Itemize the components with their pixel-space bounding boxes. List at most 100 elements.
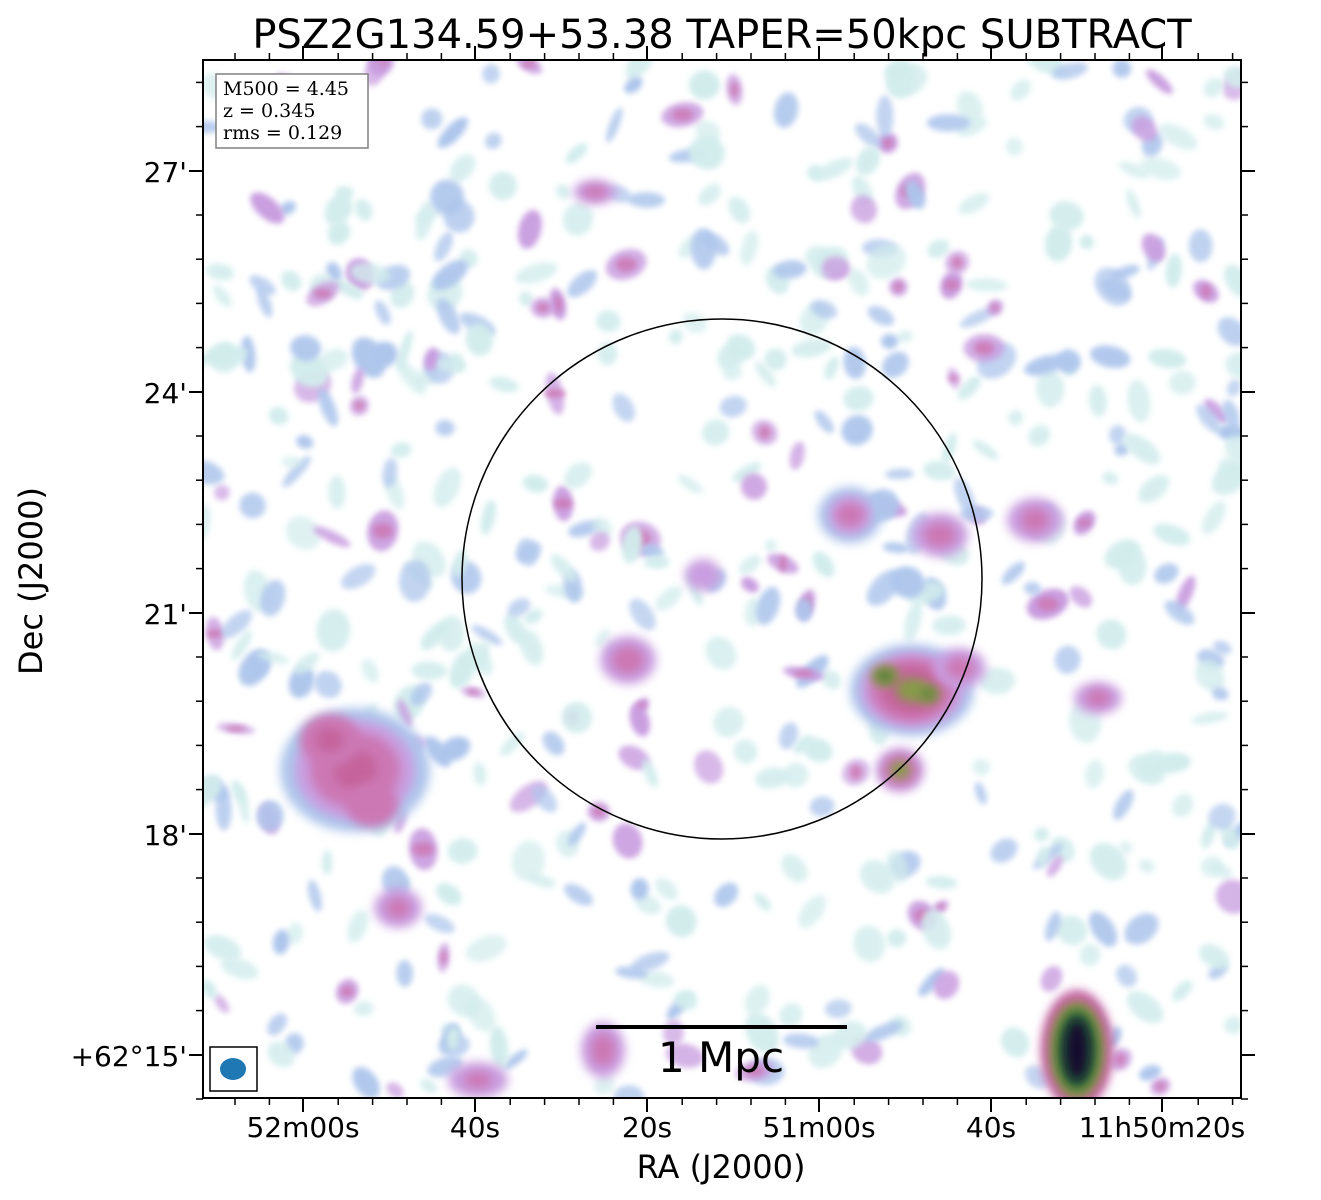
- noise-blob: [1165, 253, 1183, 288]
- noise-blob: [1028, 424, 1051, 447]
- noise-blob: [267, 1013, 287, 1036]
- noise-blob: [733, 739, 758, 764]
- chart-title: PSZ2G134.59+53.38 TAPER=50kpc SUBTRACT: [252, 12, 1192, 58]
- noise-blob: [843, 346, 866, 380]
- noise-blob: [203, 120, 222, 134]
- noise-blob-core: [372, 523, 394, 539]
- noise-blob-core: [849, 764, 863, 780]
- noise-blob: [1051, 62, 1088, 80]
- noise-blob: [789, 441, 805, 470]
- noise-blob: [1140, 157, 1181, 181]
- noise-blob: [208, 346, 248, 367]
- noise-blob: [798, 894, 827, 928]
- noise-blob: [754, 767, 790, 789]
- noise-blob: [642, 759, 659, 788]
- emission-field-right-2: [1074, 682, 1122, 714]
- emission-center-2-layer: [924, 523, 956, 547]
- noise-blob-core: [1077, 518, 1092, 528]
- noise-blob: [1223, 66, 1241, 88]
- noise-blob: [889, 566, 925, 599]
- noise-blob: [221, 610, 253, 639]
- noise-blob: [294, 652, 320, 675]
- noise-blob: [515, 541, 542, 563]
- noise-blob: [866, 243, 907, 280]
- source-emission-layer: [280, 180, 1122, 1098]
- noise-blob: [1125, 188, 1141, 219]
- noise-blob: [281, 456, 302, 468]
- noise-blob: [1112, 60, 1132, 78]
- info-m500: M500 = 4.45: [223, 78, 349, 100]
- noise-blob: [847, 268, 870, 296]
- noise-blob-core: [1036, 597, 1059, 612]
- noise-blob: [688, 135, 725, 170]
- noise-blob: [615, 966, 648, 979]
- noise-blob: [921, 909, 952, 950]
- noise-blob: [779, 1002, 803, 1028]
- noise-blob: [352, 1066, 380, 1098]
- noise-blob: [489, 1025, 509, 1070]
- noise-blob: [701, 419, 730, 446]
- noise-blob-core: [340, 985, 354, 997]
- noise-blob: [1154, 563, 1179, 584]
- noise-blob: [886, 60, 916, 99]
- noise-blob: [605, 107, 623, 143]
- noise-blob: [1168, 370, 1197, 395]
- noise-blob: [1088, 911, 1118, 947]
- noise-blob: [465, 323, 494, 356]
- emission-field-bottom-2-layer: [591, 1034, 615, 1066]
- noise-blob: [744, 1012, 779, 1053]
- noise-blob: [203, 774, 222, 809]
- noise-blob-core: [973, 340, 995, 355]
- noise-blob: [850, 195, 878, 224]
- noise-blob: [726, 333, 756, 360]
- noise-blob: [713, 706, 744, 738]
- noise-blob: [364, 60, 385, 87]
- noise-blob: [1200, 821, 1216, 849]
- noise-blob: [215, 787, 232, 831]
- noise-blob: [814, 157, 854, 181]
- noise-blob: [1005, 137, 1023, 156]
- noise-blob: [959, 307, 996, 328]
- emission-center-3: [600, 636, 656, 684]
- noise-blob-core: [615, 257, 637, 272]
- noise-blob: [666, 1043, 704, 1068]
- noise-blob-core: [1201, 284, 1211, 299]
- x-tick-label-20s: 20s: [622, 1111, 672, 1144]
- noise-blob: [397, 699, 413, 729]
- scale-bar: 1 Mpc: [596, 1025, 847, 1082]
- noise-blob-core: [778, 555, 787, 572]
- noise-blob: [1198, 944, 1230, 970]
- emission-right-strong-b: [871, 665, 899, 687]
- emission-field-upper: [573, 180, 617, 204]
- noise-blob: [809, 796, 835, 817]
- noise-blob: [1200, 856, 1223, 878]
- noise-blob: [1217, 317, 1241, 346]
- noise-blob-core: [1115, 1053, 1126, 1066]
- noise-blob: [372, 341, 398, 367]
- noise-blob: [1220, 823, 1239, 850]
- noise-blob: [439, 736, 471, 762]
- noise-blob-core: [948, 375, 959, 381]
- noise-blob: [324, 193, 353, 226]
- noise-blob: [1201, 501, 1226, 535]
- noise-blob: [1158, 123, 1198, 150]
- noise-blob: [282, 455, 311, 488]
- noise-blob: [231, 629, 252, 661]
- noise-blob: [612, 393, 635, 422]
- noise-blob: [821, 669, 841, 690]
- noise-blob: [354, 1001, 374, 1017]
- noise-blob: [1008, 410, 1024, 426]
- noise-blob: [411, 661, 448, 680]
- noise-blob: [627, 192, 665, 208]
- noise-blob: [694, 750, 724, 784]
- noise-blob: [1079, 234, 1095, 250]
- noise-blob: [714, 882, 739, 908]
- noise-blob: [382, 457, 398, 488]
- noise-blob: [386, 1082, 404, 1098]
- noise-blob: [555, 184, 571, 200]
- noise-blob: [764, 348, 787, 371]
- noise-blob: [630, 878, 649, 900]
- noise-blob: [1153, 523, 1191, 546]
- noise-blob: [629, 703, 651, 737]
- emission-left-diffuse-b: [300, 714, 360, 766]
